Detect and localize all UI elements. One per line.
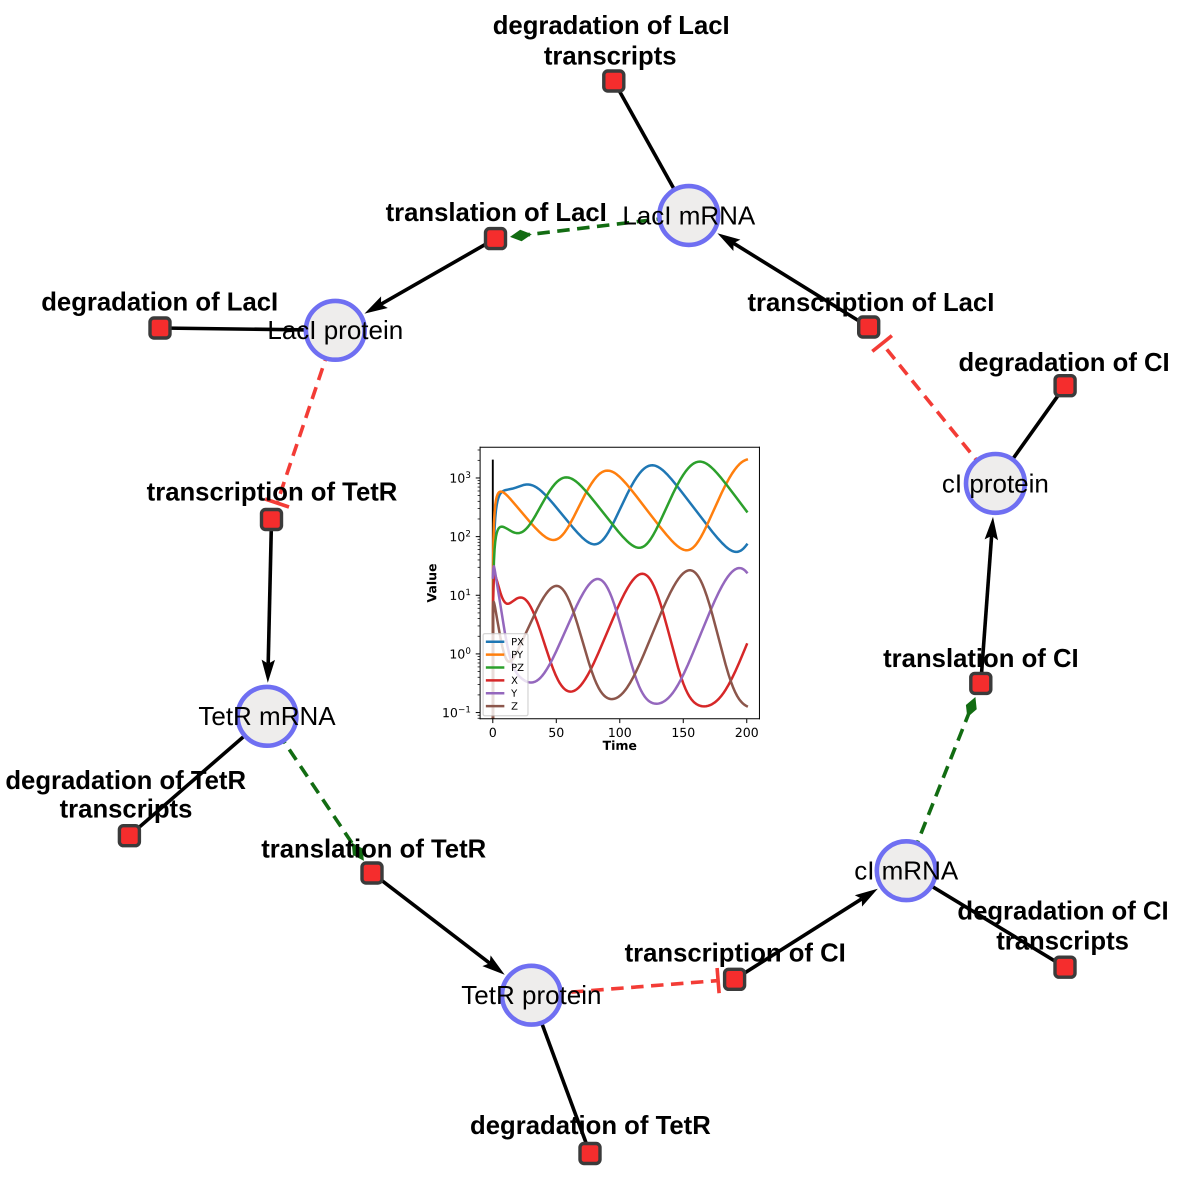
svg-text:LacI protein: LacI protein [267,315,403,345]
svg-text:transcripts: transcripts [996,928,1129,956]
svg-text:transcripts: transcripts [60,795,193,823]
svg-text:transcripts: transcripts [544,43,677,71]
svg-text:TetR mRNA: TetR mRNA [198,701,336,731]
svg-text:degradation of LacI: degradation of LacI [493,12,730,40]
svg-text:LacI mRNA: LacI mRNA [622,200,756,230]
svg-text:transcription of CI: transcription of CI [625,940,846,968]
svg-text:transcription of TetR: transcription of TetR [147,478,398,506]
svg-text:cI mRNA: cI mRNA [854,856,959,886]
svg-text:translation of LacI: translation of LacI [386,199,607,227]
svg-text:degradation of TetR: degradation of TetR [470,1112,711,1140]
svg-text:degradation of LacI: degradation of LacI [41,288,278,316]
svg-text:cI protein: cI protein [942,468,1049,498]
svg-text:degradation of CI: degradation of CI [957,898,1168,926]
svg-text:TetR protein: TetR protein [461,980,601,1010]
svg-text:translation of TetR: translation of TetR [261,836,486,864]
svg-text:degradation of CI: degradation of CI [958,349,1169,377]
svg-text:degradation of TetR: degradation of TetR [5,767,246,795]
svg-text:translation of CI: translation of CI [883,645,1079,673]
svg-text:transcription of LacI: transcription of LacI [747,289,994,317]
